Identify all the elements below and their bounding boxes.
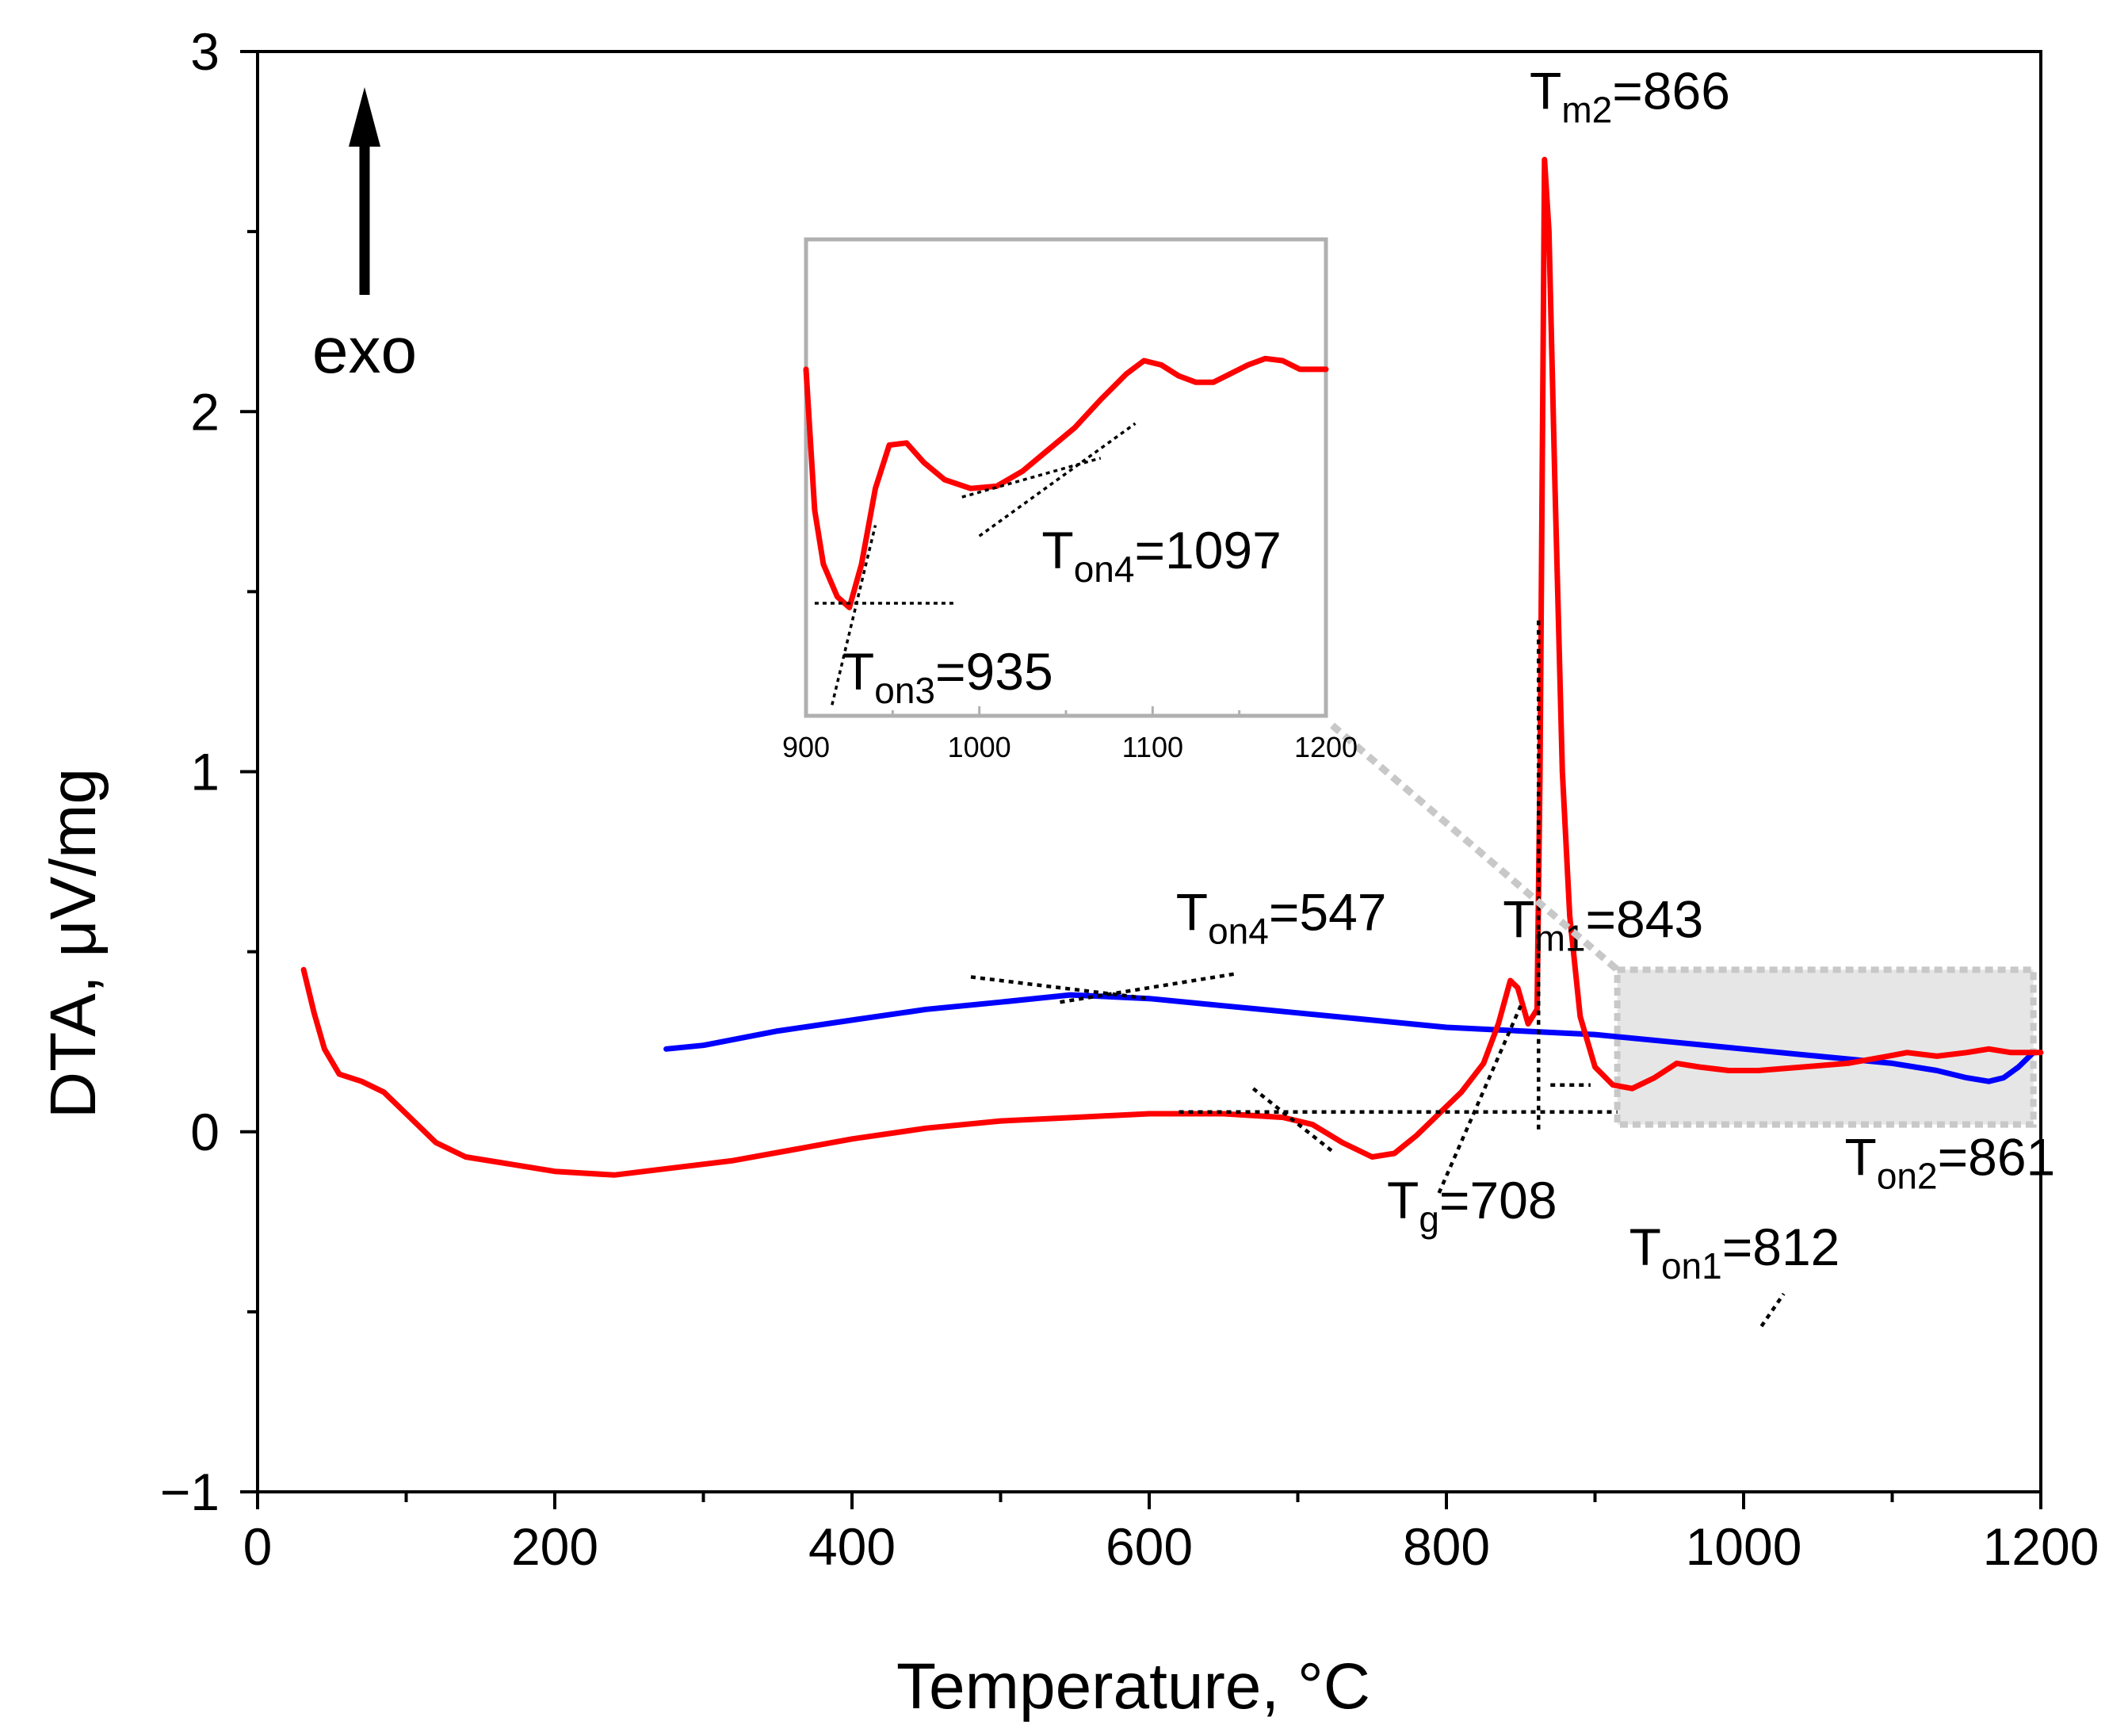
x-tick-label: 200 [511, 1517, 598, 1576]
x-tick-label: 0 [243, 1517, 273, 1576]
axes-layer: 0 200 400 600 800 1000 1200 −1 0 1 2 3 [160, 22, 2099, 1576]
y-tick-label: −1 [160, 1463, 220, 1521]
tangent-layer [970, 620, 1786, 1328]
annotation-m1-label: Tm1=843 [1503, 889, 1703, 958]
annotation-on1-label: Ton1=812 [1629, 1218, 1840, 1287]
tangent-line [1060, 971, 1239, 1004]
x-tick-label: 1000 [1686, 1517, 1802, 1576]
y-tick-label: 3 [190, 22, 220, 81]
tangent-line [970, 975, 1150, 1000]
inset-tangent-line [978, 422, 1137, 537]
y-tick-label: 1 [190, 743, 220, 801]
y-axis-title: DTA, μV/mg [37, 768, 109, 1118]
x-tick-label: 400 [808, 1517, 896, 1576]
inset-x-tick-label: 1200 [1294, 731, 1358, 763]
annotation-g-label: Tg=708 [1387, 1171, 1557, 1240]
x-tick-label: 1200 [1983, 1517, 2099, 1576]
inset-frame [804, 237, 1328, 718]
zoom-layer [1614, 966, 2037, 1128]
inset-x-tick-label: 1000 [948, 731, 1011, 763]
inset-layer: 900 1000 1100 1200 Ton4=1097 Ton3=935 [782, 237, 1620, 973]
label-layer: Tm2=866 Tm1=843 Ton4=547 Tg=708 Ton1=812Ton2… [1176, 62, 2056, 1287]
inset-series-heating-line [803, 355, 1329, 610]
annotation-on2-label: Ton2=861 [1845, 1127, 2056, 1196]
series-heating-line [300, 156, 2044, 1178]
y-tick-label: 0 [190, 1103, 220, 1161]
inset-x-tick-label: 1100 [1122, 731, 1183, 763]
inset-tangent-line [831, 525, 877, 705]
tangent-line [1251, 1087, 1336, 1155]
exo-arrow-icon [349, 87, 380, 295]
annotation-m2-label: Tm2=866 [1530, 62, 1730, 131]
tangent-line [1759, 1292, 1786, 1328]
x-tick-label: 800 [1403, 1517, 1490, 1576]
exo-label: exo [312, 315, 417, 387]
inset-annotation-on4-label: Ton4=1097 [1041, 521, 1281, 590]
inset-x-tick-label: 900 [782, 731, 830, 763]
inset-annotation-on3-label: Ton3=935 [842, 642, 1053, 711]
series-layer [300, 156, 2044, 1178]
annotation-on4-label: Ton4=547 [1176, 882, 1387, 951]
series-cooling-line [663, 992, 2037, 1084]
zoom-region [1614, 966, 2037, 1128]
y-tick-label: 2 [190, 382, 220, 441]
x-tick-label: 600 [1106, 1517, 1193, 1576]
x-axis-title: Temperature, °C [896, 1650, 1370, 1723]
